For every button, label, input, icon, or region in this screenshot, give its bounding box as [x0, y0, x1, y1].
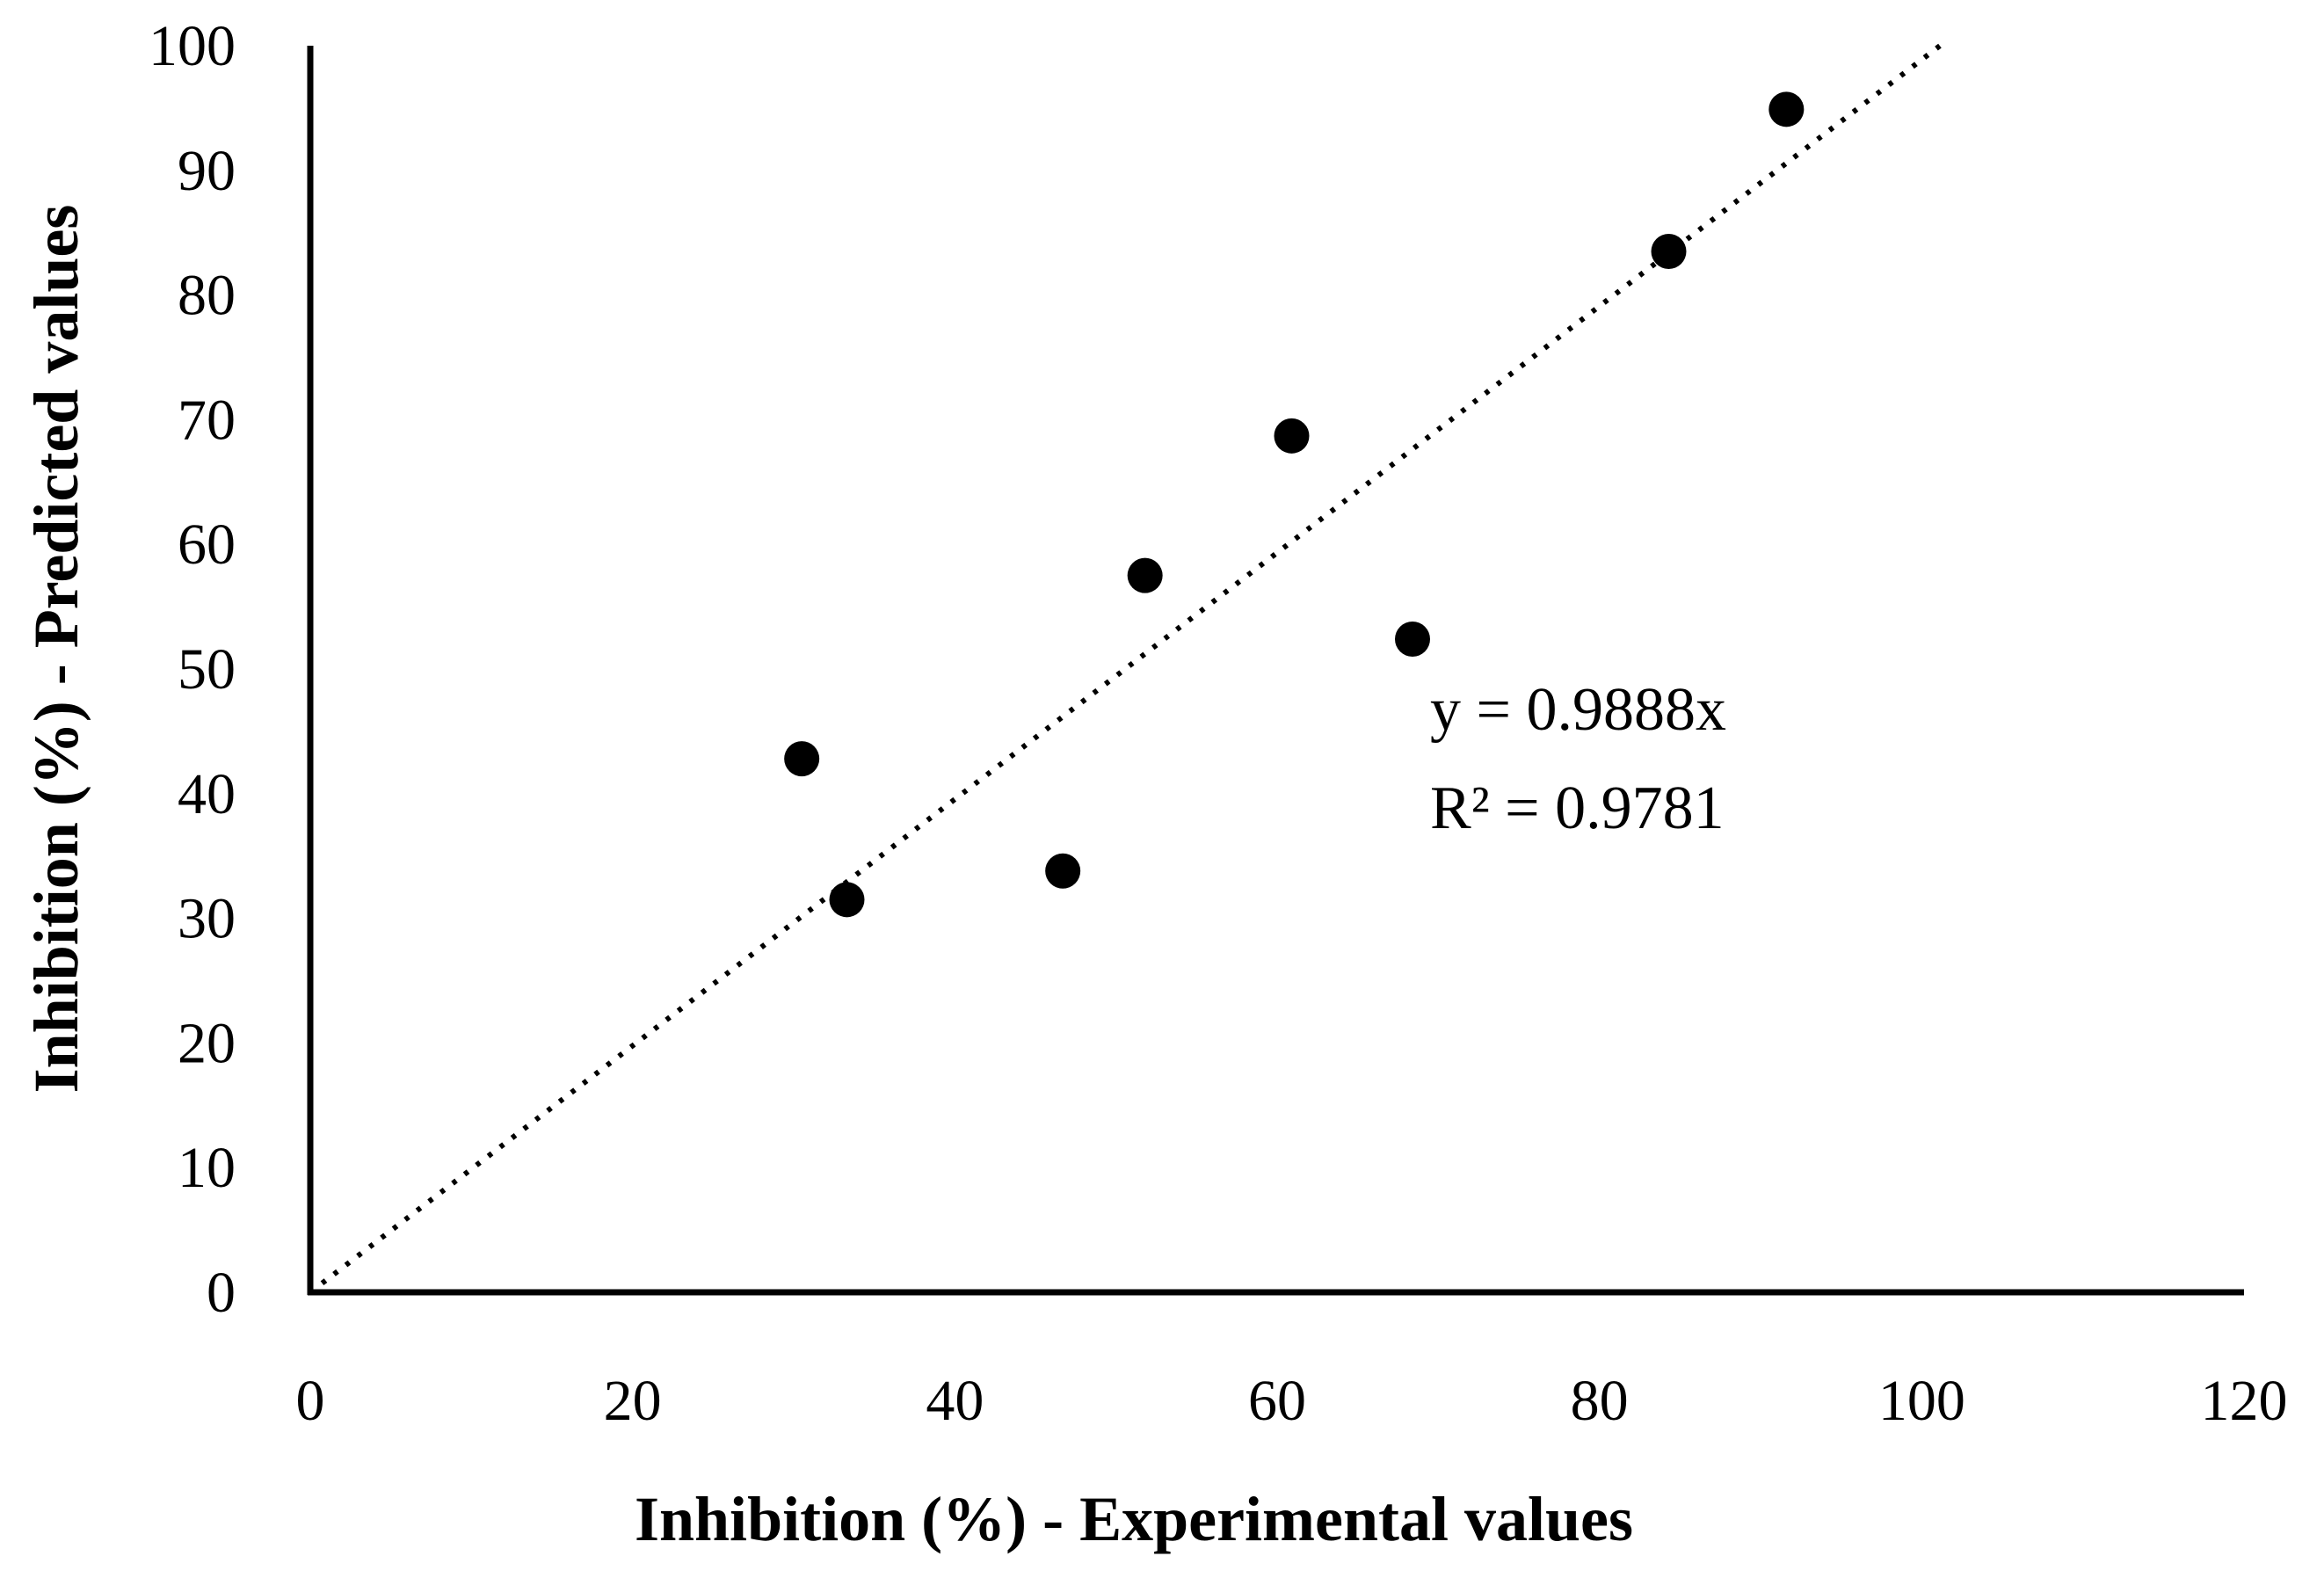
x-tick-label: 60 [1248, 1369, 1306, 1433]
y-tick-label: 50 [178, 637, 236, 702]
trendline-layer [309, 42, 1943, 1295]
x-tick-label: 40 [926, 1369, 984, 1433]
y-axis-title: Inhibition (%) - Predicted values [21, 205, 91, 1094]
x-tick-label: 80 [1571, 1369, 1629, 1433]
data-point [829, 882, 865, 918]
x-axis-title: Inhibition (%) - Experimental values [635, 1484, 1633, 1554]
x-tick-labels: 0 20 40 60 80 100 120 [296, 1369, 2288, 1433]
y-tick-label: 90 [178, 139, 236, 203]
trendline-equation: y = 0.9888x [1430, 676, 1726, 744]
y-tick-label: 30 [178, 887, 236, 951]
trendline [309, 42, 1943, 1295]
y-tick-label: 70 [178, 388, 236, 452]
y-tick-label: 40 [178, 762, 236, 826]
y-tick-label: 60 [178, 513, 236, 577]
data-point [784, 741, 820, 777]
data-point [1274, 418, 1310, 454]
data-point [1045, 853, 1081, 889]
x-tick-label: 20 [604, 1369, 662, 1433]
y-tick-label: 10 [178, 1136, 236, 1200]
axes [307, 46, 2244, 1296]
data-point [1768, 91, 1805, 127]
y-tick-label: 0 [207, 1261, 236, 1325]
data-points [784, 91, 1805, 918]
trendline-r-squared: R² = 0.9781 [1430, 774, 1725, 842]
data-point [1395, 621, 1430, 657]
x-tick-label: 100 [1878, 1369, 1965, 1433]
y-tick-labels: 0 10 20 30 40 50 60 70 80 90 100 [149, 14, 236, 1325]
y-tick-label: 20 [178, 1011, 236, 1075]
data-point [1127, 557, 1163, 593]
x-tick-label: 120 [2201, 1369, 2288, 1433]
data-point [1651, 233, 1687, 269]
y-tick-label: 100 [149, 14, 236, 78]
x-tick-label: 0 [296, 1369, 325, 1433]
y-tick-label: 80 [178, 264, 236, 328]
